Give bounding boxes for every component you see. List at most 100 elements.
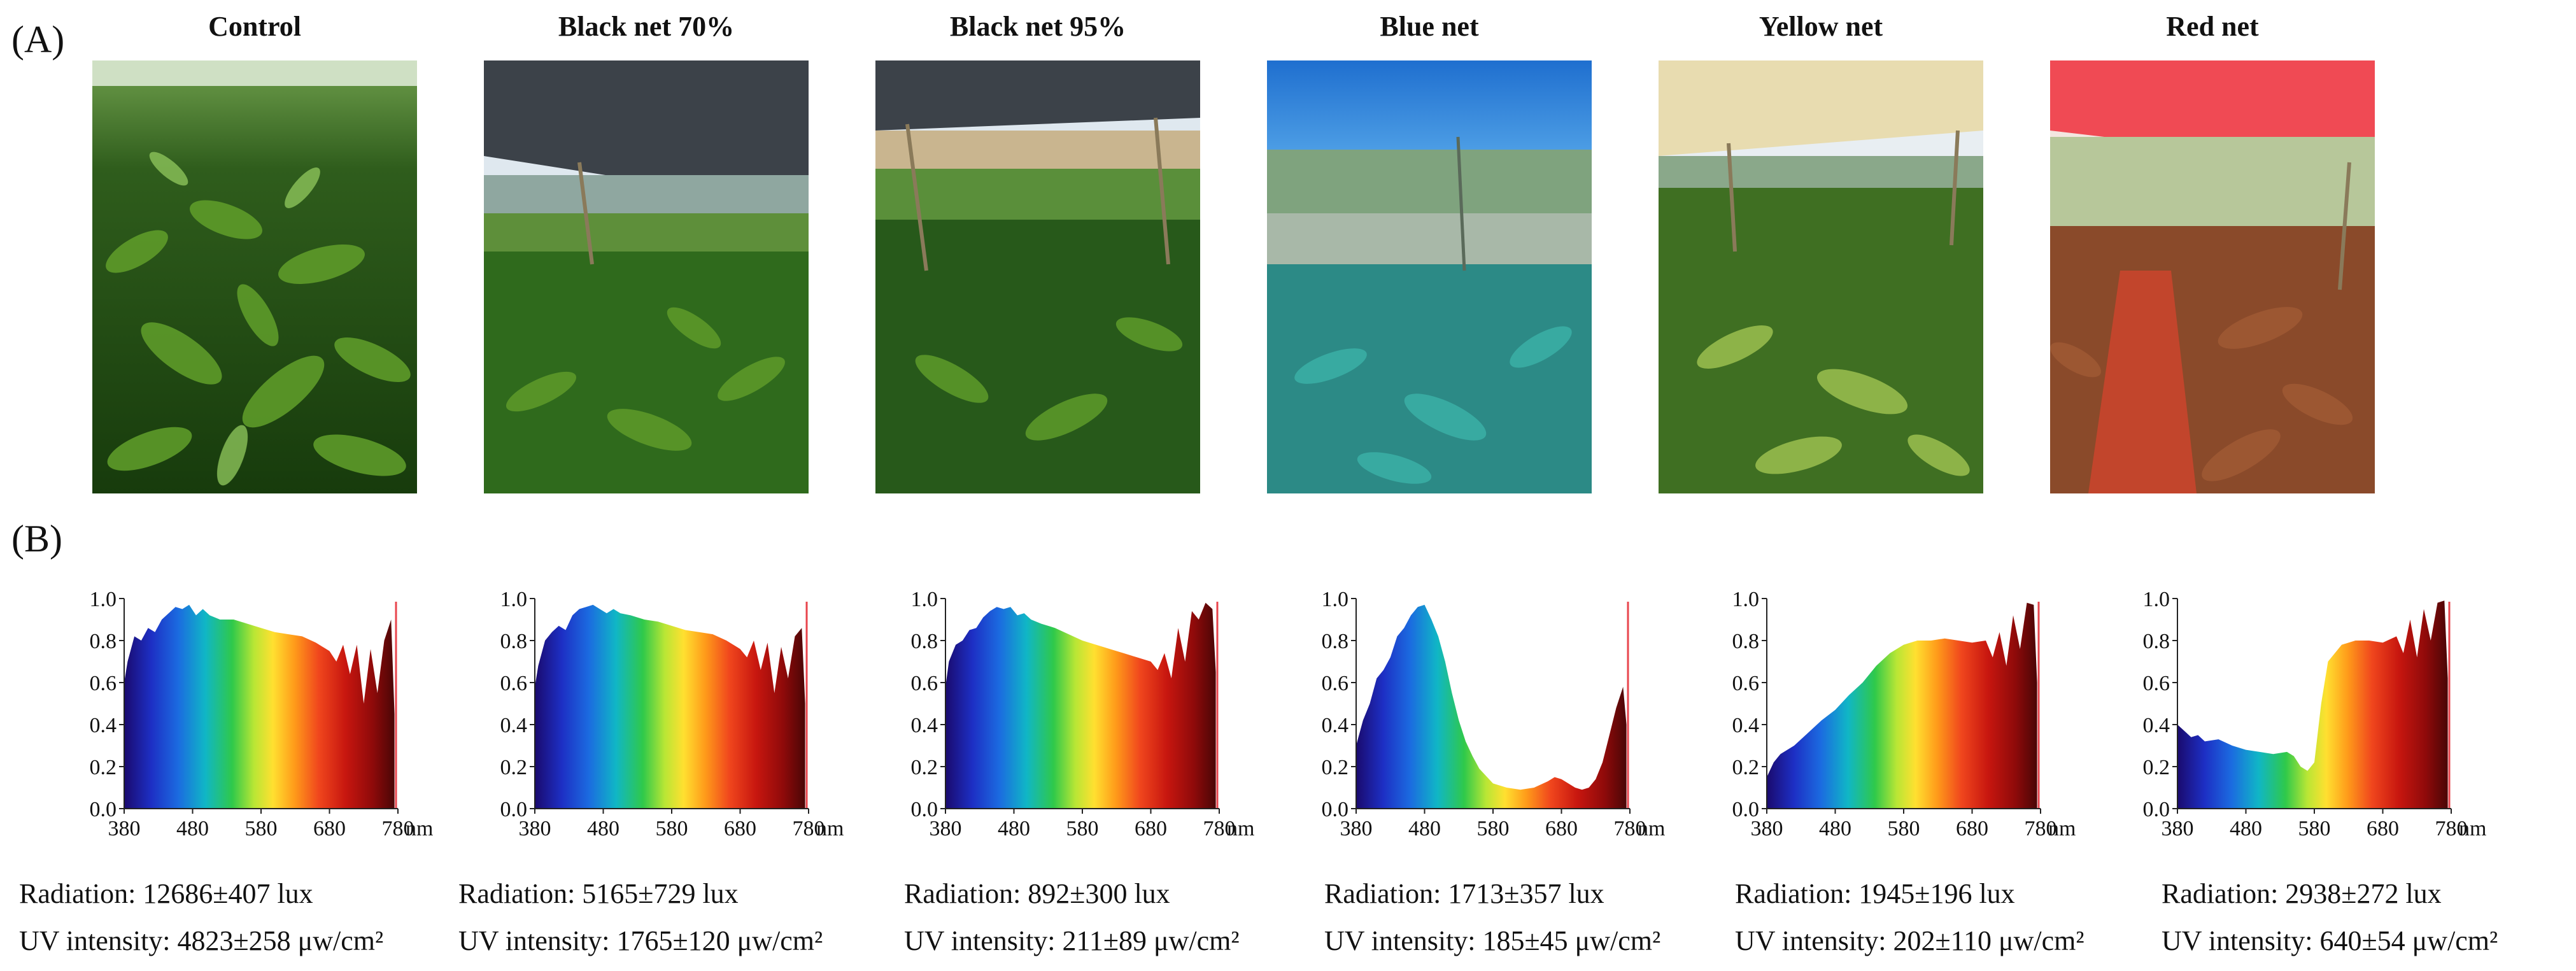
uv-control: UV intensity: 4823±258 μw/cm² <box>19 925 384 956</box>
spectrum-area <box>1356 604 1627 809</box>
y-tick-label: 0.0 <box>2143 798 2170 821</box>
y-tick-label: 1.0 <box>2143 588 2170 611</box>
x-tick-label: 680 <box>2367 817 2399 840</box>
y-tick-label: 0.8 <box>1322 630 1349 653</box>
x-tick-label: 780 <box>382 817 414 840</box>
y-tick-label: 0.2 <box>911 756 938 779</box>
x-tick-label: 380 <box>108 817 141 840</box>
y-tick-label: 0.4 <box>2143 714 2170 737</box>
uv-black95: UV intensity: 211±89 μw/cm² <box>904 925 1240 956</box>
y-tick-label: 1.0 <box>1732 588 1760 611</box>
x-tick-label: 780 <box>1203 817 1236 840</box>
x-axis-unit: nm <box>816 817 844 840</box>
x-tick-label: 480 <box>176 817 209 840</box>
panel-b-label: (B) <box>11 518 62 560</box>
x-tick-label: 780 <box>2025 817 2057 840</box>
y-tick-label: 0.2 <box>500 756 528 779</box>
y-tick-label: 0.4 <box>500 714 528 737</box>
uv-black70: UV intensity: 1765±120 μw/cm² <box>458 925 823 956</box>
y-tick-label: 0.8 <box>911 630 938 653</box>
y-tick-label: 0.8 <box>1732 630 1760 653</box>
x-tick-label: 680 <box>724 817 756 840</box>
photo-red-net <box>2050 60 2375 493</box>
x-tick-label: 780 <box>2435 817 2468 840</box>
x-axis-unit: nm <box>2459 817 2486 840</box>
photo-title-black95: Black net 95% <box>949 11 1126 42</box>
y-tick-label: 0.4 <box>90 714 117 737</box>
x-tick-label: 780 <box>1614 817 1646 840</box>
y-tick-label: 0.2 <box>1322 756 1349 779</box>
x-tick-label: 380 <box>1751 817 1783 840</box>
spectrum-area <box>2177 600 2448 809</box>
x-tick-label: 680 <box>313 817 346 840</box>
spectrum-area <box>124 604 395 809</box>
photo-title-blue: Blue net <box>1380 11 1479 42</box>
photo-black-net-70 <box>484 60 809 493</box>
y-tick-label: 1.0 <box>911 588 938 611</box>
radiation-red: Radiation: 2938±272 lux <box>2162 878 2442 909</box>
x-tick-label: 480 <box>1408 817 1441 840</box>
y-tick-label: 0.4 <box>1322 714 1349 737</box>
y-tick-label: 0.0 <box>90 798 117 821</box>
y-tick-label: 0.8 <box>2143 630 2170 653</box>
y-tick-label: 0.0 <box>1322 798 1349 821</box>
x-tick-label: 780 <box>793 817 825 840</box>
uv-blue: UV intensity: 185±45 μw/cm² <box>1324 925 1661 956</box>
photo-blue-net <box>1267 60 1592 493</box>
x-tick-label: 580 <box>2298 817 2331 840</box>
y-tick-label: 0.4 <box>911 714 938 737</box>
uv-yellow: UV intensity: 202±110 μw/cm² <box>1735 925 2084 956</box>
y-tick-label: 0.6 <box>2143 672 2170 695</box>
y-tick-label: 0.0 <box>1732 798 1760 821</box>
y-tick-label: 0.2 <box>90 756 117 779</box>
x-tick-label: 680 <box>1956 817 1988 840</box>
y-tick-label: 0.8 <box>90 630 117 653</box>
x-axis-unit: nm <box>2048 817 2076 840</box>
photo-black-net-95 <box>875 60 1200 493</box>
x-tick-label: 680 <box>1135 817 1167 840</box>
x-tick-label: 480 <box>998 817 1030 840</box>
x-tick-label: 580 <box>1477 817 1510 840</box>
radiation-black95: Radiation: 892±300 lux <box>904 878 1170 909</box>
x-axis-unit: nm <box>406 817 433 840</box>
x-tick-label: 580 <box>1066 817 1099 840</box>
y-tick-label: 0.6 <box>500 672 528 695</box>
y-tick-label: 0.0 <box>911 798 938 821</box>
photo-title-red: Red net <box>2166 11 2259 42</box>
x-tick-label: 380 <box>1340 817 1373 840</box>
spectrum-area <box>535 604 805 809</box>
x-tick-label: 480 <box>2230 817 2262 840</box>
x-tick-label: 380 <box>519 817 551 840</box>
y-tick-label: 0.6 <box>1322 672 1349 695</box>
photo-title-black70: Black net 70% <box>558 11 735 42</box>
x-axis-unit: nm <box>1638 817 1665 840</box>
y-tick-label: 0.6 <box>911 672 938 695</box>
photo-title-yellow: Yellow net <box>1759 11 1883 42</box>
photo-yellow-net <box>1659 60 1983 493</box>
x-axis-unit: nm <box>1227 817 1254 840</box>
x-tick-label: 580 <box>1888 817 1920 840</box>
y-tick-label: 1.0 <box>90 588 117 611</box>
y-tick-label: 0.4 <box>1732 714 1760 737</box>
y-tick-label: 0.6 <box>90 672 117 695</box>
y-tick-label: 0.6 <box>1732 672 1760 695</box>
radiation-control: Radiation: 12686±407 lux <box>19 878 313 909</box>
uv-red: UV intensity: 640±54 μw/cm² <box>2162 925 2498 956</box>
photo-title-control: Control <box>208 11 301 42</box>
y-tick-label: 1.0 <box>1322 588 1349 611</box>
y-tick-label: 0.2 <box>2143 756 2170 779</box>
y-tick-label: 0.8 <box>500 630 528 653</box>
spectrum-area <box>945 602 1216 809</box>
y-tick-label: 0.0 <box>500 798 528 821</box>
x-tick-label: 580 <box>656 817 688 840</box>
spectrum-area <box>1767 602 2037 809</box>
panel-a-label: (A) <box>11 18 65 60</box>
radiation-yellow: Radiation: 1945±196 lux <box>1735 878 2015 909</box>
y-tick-label: 0.2 <box>1732 756 1760 779</box>
